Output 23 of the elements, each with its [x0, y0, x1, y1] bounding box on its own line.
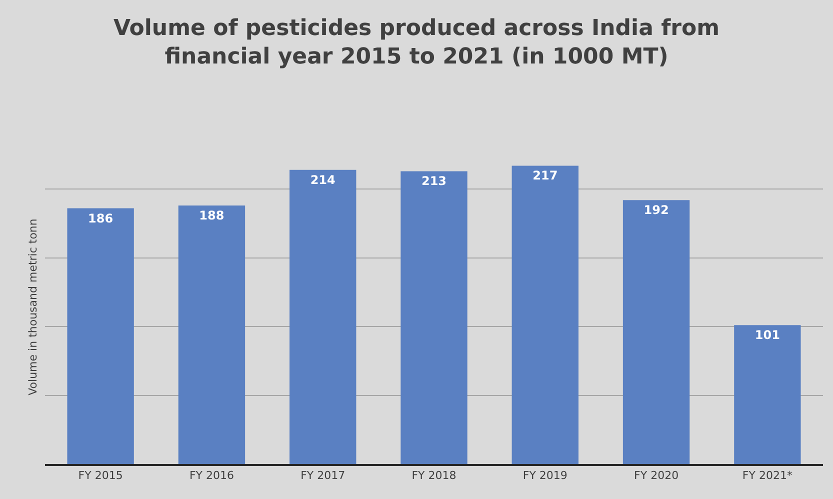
x-tick-label: FY 2017	[300, 469, 346, 482]
y-axis-title: Volume in thousand metric tonn	[26, 218, 40, 396]
bar	[178, 206, 246, 464]
x-tick-label: FY 2019	[522, 469, 568, 482]
x-tick-label: FY 2021*	[742, 469, 793, 482]
bar	[512, 166, 578, 464]
data-label: 188	[199, 208, 224, 223]
bar	[67, 208, 134, 464]
x-tick-label: FY 2018	[412, 469, 456, 482]
chart-title: Volume of pesticides produced across India from financial year 2015 to 2021 (in 1000 MT)	[113, 16, 720, 70]
x-tick-label: FY 2020	[634, 469, 679, 482]
bar	[290, 170, 356, 464]
data-label: 192	[644, 203, 669, 218]
data-label: 186	[88, 211, 114, 226]
x-tick-label: FY 2016	[189, 469, 234, 482]
data-label: 214	[310, 172, 336, 187]
bar	[400, 171, 468, 464]
data-label: 217	[532, 168, 558, 183]
data-label: 101	[754, 328, 780, 342]
bar	[734, 325, 801, 464]
x-tick-label: FY 2015	[78, 469, 123, 482]
data-label: 213	[421, 174, 447, 188]
bar	[622, 200, 690, 464]
